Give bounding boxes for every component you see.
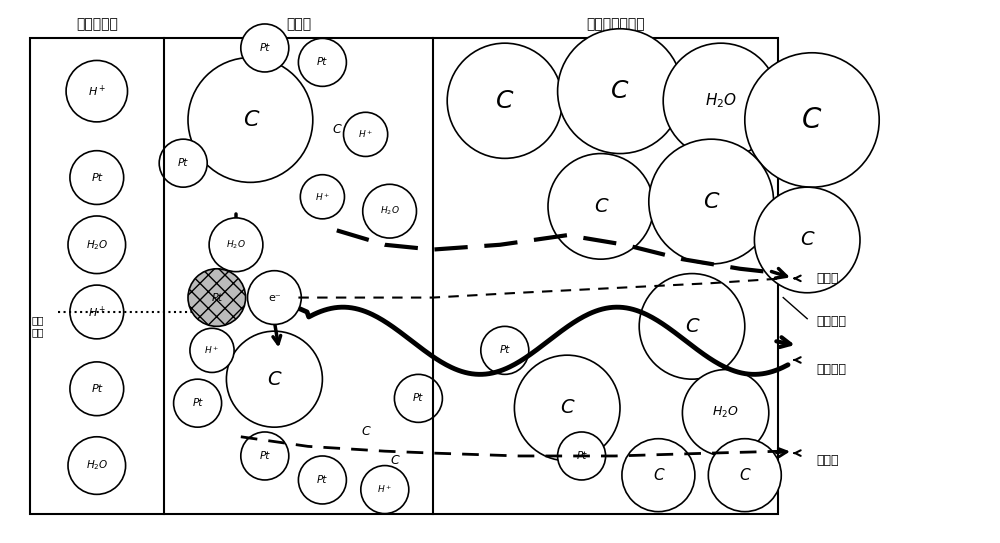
- Circle shape: [361, 465, 409, 514]
- Circle shape: [558, 432, 606, 480]
- Text: C: C: [800, 230, 814, 249]
- Text: C: C: [268, 370, 281, 389]
- Text: 整平层与扩散层: 整平层与扩散层: [586, 17, 645, 31]
- Text: Pt: Pt: [178, 158, 188, 168]
- Text: $H_2O$: $H_2O$: [86, 238, 108, 251]
- Circle shape: [682, 370, 769, 456]
- Text: C: C: [611, 79, 629, 103]
- Text: Pt: Pt: [317, 58, 328, 67]
- Text: C: C: [390, 454, 399, 468]
- Text: C: C: [332, 123, 341, 136]
- Text: e⁻: e⁻: [268, 293, 281, 302]
- Circle shape: [300, 175, 344, 219]
- Circle shape: [241, 432, 289, 480]
- Circle shape: [708, 439, 781, 512]
- Circle shape: [344, 112, 388, 156]
- Circle shape: [298, 39, 346, 86]
- Text: $H_2O$: $H_2O$: [226, 238, 246, 251]
- Text: 气体通道: 气体通道: [817, 363, 847, 376]
- Circle shape: [481, 326, 529, 374]
- Text: 热通道: 热通道: [817, 454, 839, 468]
- Circle shape: [70, 151, 124, 205]
- Text: $H^+$: $H^+$: [315, 191, 330, 203]
- Text: Pt: Pt: [192, 398, 203, 408]
- Text: $H_2O$: $H_2O$: [86, 459, 108, 472]
- Text: $H_2O$: $H_2O$: [712, 405, 739, 420]
- Circle shape: [188, 58, 313, 182]
- Text: C: C: [243, 110, 258, 130]
- Text: $H_2O$: $H_2O$: [705, 91, 737, 110]
- Text: 催化层: 催化层: [286, 17, 311, 31]
- Text: 质子交换膜: 质子交换膜: [76, 17, 118, 31]
- Text: C: C: [739, 468, 750, 483]
- Circle shape: [190, 329, 234, 372]
- Circle shape: [188, 269, 246, 326]
- Text: Pt: Pt: [413, 393, 424, 403]
- Circle shape: [226, 331, 322, 427]
- Circle shape: [394, 374, 442, 422]
- Text: C: C: [560, 399, 574, 418]
- Circle shape: [514, 355, 620, 461]
- Text: C: C: [361, 426, 370, 438]
- Circle shape: [70, 362, 124, 415]
- Circle shape: [174, 379, 222, 427]
- Circle shape: [622, 439, 695, 512]
- Text: $H^+$: $H^+$: [88, 84, 106, 99]
- Circle shape: [558, 29, 682, 154]
- Text: $H^+$: $H^+$: [204, 344, 220, 356]
- Circle shape: [66, 60, 128, 122]
- Circle shape: [68, 437, 126, 494]
- Text: $H^+$: $H^+$: [88, 304, 106, 320]
- Circle shape: [248, 271, 301, 325]
- Text: $H^+$: $H^+$: [358, 129, 373, 140]
- Text: Pt: Pt: [260, 451, 270, 461]
- Text: $H^+$: $H^+$: [377, 484, 392, 495]
- Text: Pt: Pt: [91, 384, 102, 394]
- Text: 水通道: 水通道: [817, 272, 839, 285]
- Text: Pt: Pt: [211, 293, 222, 302]
- Text: Pt: Pt: [317, 475, 328, 485]
- Circle shape: [68, 216, 126, 274]
- Text: $H_2O$: $H_2O$: [380, 205, 399, 217]
- Circle shape: [639, 274, 745, 379]
- Circle shape: [447, 43, 562, 159]
- Circle shape: [754, 187, 860, 293]
- Text: Pt: Pt: [260, 43, 270, 53]
- Circle shape: [649, 139, 774, 264]
- Text: Pt: Pt: [500, 345, 510, 355]
- Text: C: C: [802, 106, 822, 134]
- Circle shape: [745, 53, 879, 187]
- Circle shape: [298, 456, 346, 504]
- Circle shape: [663, 43, 778, 159]
- Text: Pt: Pt: [576, 451, 587, 461]
- Text: C: C: [594, 197, 608, 216]
- Bar: [30, 39, 778, 514]
- Circle shape: [241, 24, 289, 72]
- Circle shape: [159, 139, 207, 187]
- Text: C: C: [685, 317, 699, 336]
- Circle shape: [363, 184, 416, 238]
- Text: Pt: Pt: [91, 173, 102, 182]
- Text: C: C: [496, 89, 514, 113]
- Text: 质子
通道: 质子 通道: [32, 315, 44, 337]
- Text: C: C: [703, 192, 719, 212]
- Circle shape: [70, 285, 124, 339]
- Text: 电子通道: 电子通道: [817, 315, 847, 328]
- Circle shape: [548, 154, 654, 259]
- Text: C: C: [653, 468, 664, 483]
- Circle shape: [209, 218, 263, 272]
